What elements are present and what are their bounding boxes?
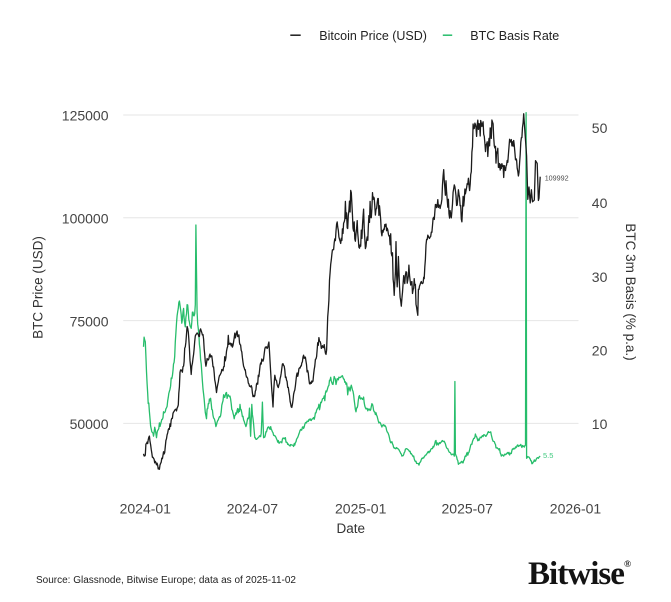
svg-text:BTC 3m Basis (% p.a.): BTC 3m Basis (% p.a.) — [623, 223, 638, 360]
svg-text:2024-07: 2024-07 — [227, 501, 279, 517]
svg-text:Bitwise®: Bitwise® — [528, 556, 631, 592]
svg-text:2024-01: 2024-01 — [120, 501, 172, 517]
svg-text:10: 10 — [592, 416, 608, 432]
svg-text:75000: 75000 — [70, 313, 109, 329]
svg-text:BTC Basis Rate: BTC Basis Rate — [470, 29, 559, 43]
svg-text:Bitcoin Price (USD): Bitcoin Price (USD) — [319, 29, 427, 43]
svg-text:Source: Glassnode, Bitwise Eur: Source: Glassnode, Bitwise Europe; data … — [36, 575, 296, 586]
svg-text:100000: 100000 — [62, 211, 109, 227]
svg-text:125000: 125000 — [62, 108, 109, 124]
svg-text:30: 30 — [592, 269, 608, 285]
svg-text:40: 40 — [592, 195, 608, 211]
svg-text:5.5: 5.5 — [543, 451, 553, 460]
svg-text:50000: 50000 — [70, 416, 109, 432]
svg-text:109992: 109992 — [545, 174, 569, 183]
svg-text:Date: Date — [337, 521, 366, 536]
svg-text:2025-07: 2025-07 — [442, 501, 494, 517]
svg-text:20: 20 — [592, 343, 608, 359]
svg-text:50: 50 — [592, 120, 608, 136]
svg-text:BTC Price (USD): BTC Price (USD) — [30, 236, 45, 339]
svg-text:2026-01: 2026-01 — [550, 501, 602, 517]
svg-text:2025-01: 2025-01 — [335, 501, 387, 517]
